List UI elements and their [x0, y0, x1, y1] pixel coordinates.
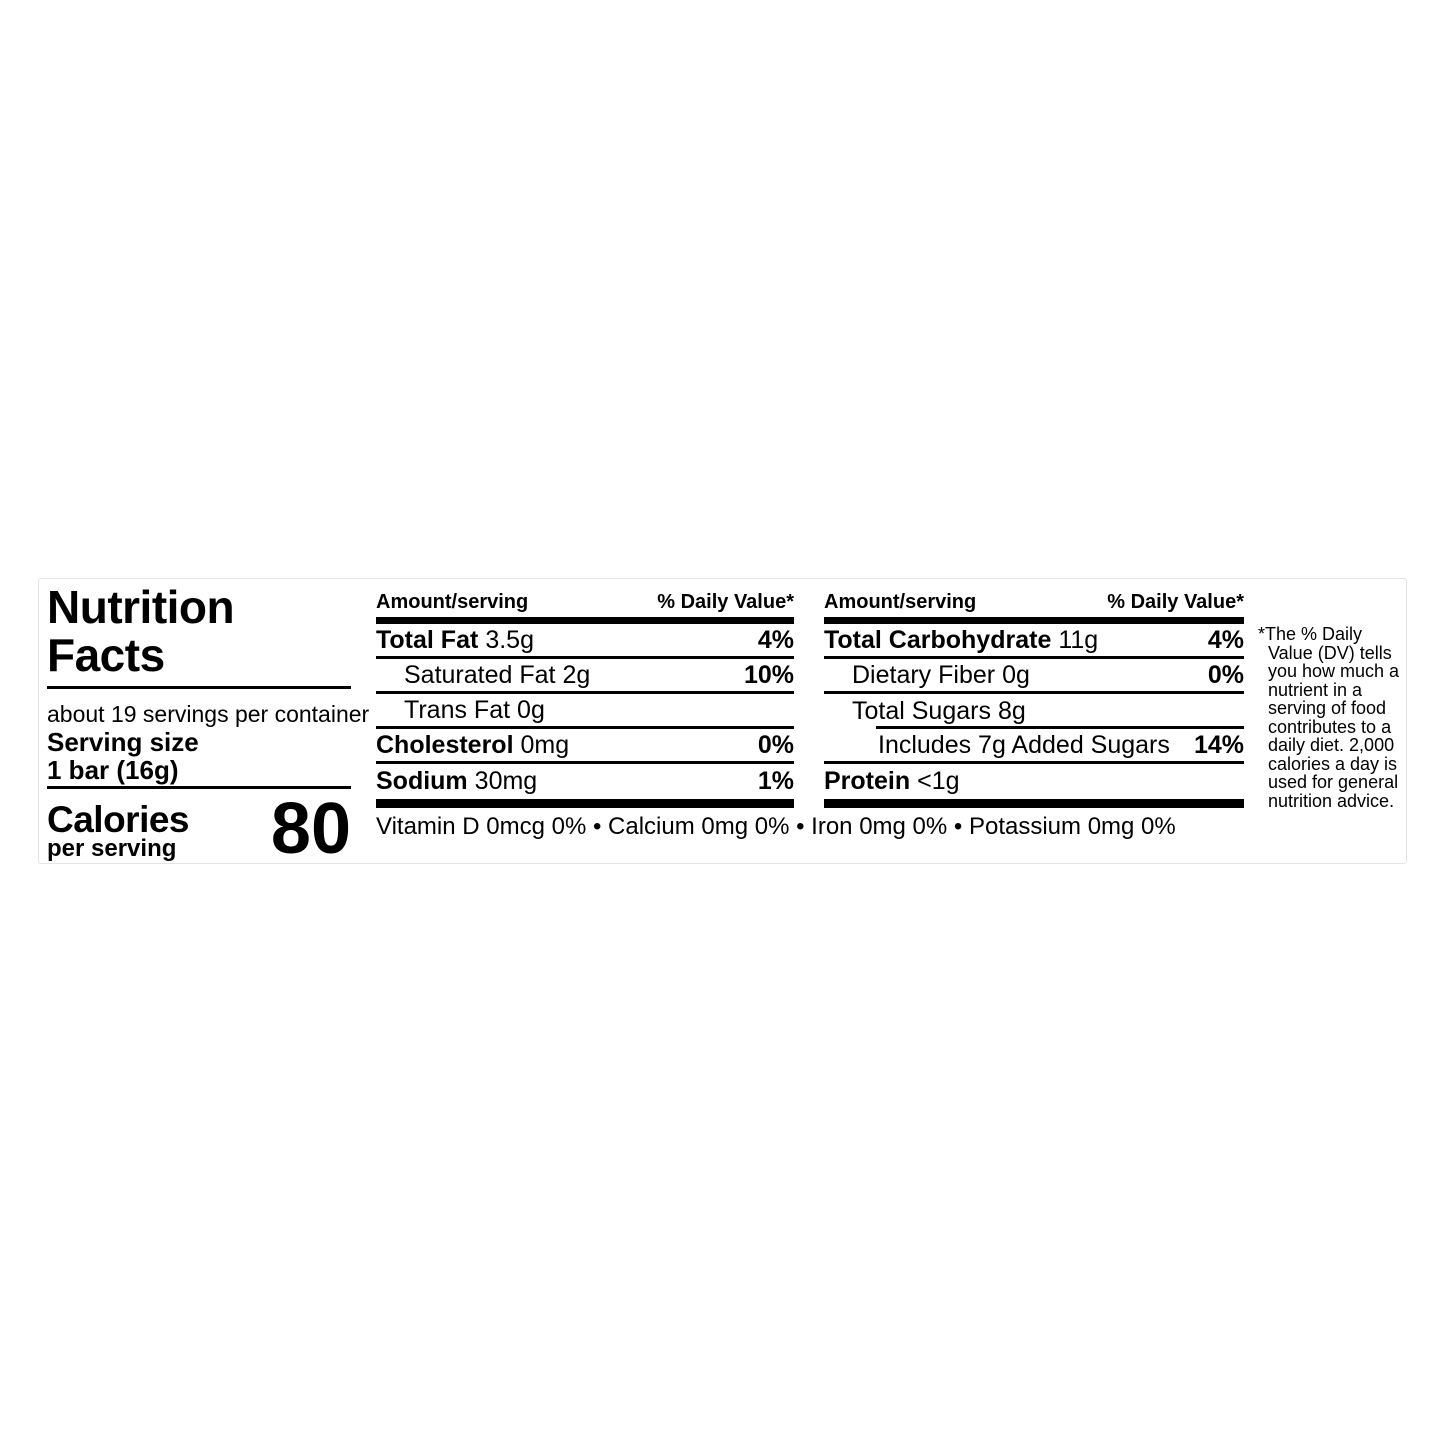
calories-label: Calories — [47, 799, 190, 840]
nutrient-row-total-carbohydrate: Total Carbohydrate 11g 4% — [824, 624, 1244, 659]
nutrient-row-dietary-fiber: Dietary Fiber 0g 0% — [824, 659, 1244, 694]
footnote-line: daily diet. 2,000 — [1268, 735, 1395, 755]
daily-value-header: % Daily Value* — [657, 591, 794, 613]
calories-value: 80 — [270, 789, 351, 869]
nutrition-column-2: Amount/serving % Daily Value* Total Carb… — [824, 591, 1244, 808]
nutrient-row-added-sugars: Includes 7g Added Sugars 14% — [824, 729, 1244, 764]
nutrient-name-amount: Total Fat 3.5g — [376, 625, 534, 654]
daily-value: 4% — [1207, 625, 1244, 654]
nutrition-facts-title: Nutrition Facts — [47, 581, 235, 681]
nutrient-row-total-sugars: Total Sugars 8g — [824, 694, 1244, 729]
daily-value-footnote: *The % Daily Value (DV) tells you how mu… — [1258, 625, 1410, 810]
footnote-line: *The % Daily — [1258, 624, 1363, 644]
nutrient-rows: Total Carbohydrate 11g 4% Dietary Fiber 0g… — [824, 624, 1244, 799]
thick-rule — [376, 617, 794, 624]
daily-value: 1% — [757, 767, 794, 795]
nutrition-facts-label: Nutrition Facts about 19 servings per co… — [38, 578, 1410, 865]
nutrition-facts-left-panel: Nutrition Facts about 19 servings per co… — [47, 581, 369, 865]
footnote-line: nutrient in a — [1268, 679, 1363, 700]
daily-value: 0% — [757, 730, 794, 759]
nutrient-name-amount: Cholesterol 0mg — [376, 730, 570, 759]
daily-value: 10% — [743, 660, 794, 689]
nutrient-name-amount: Dietary Fiber 0g — [852, 660, 1030, 689]
nutrient-name-amount: Protein <1g — [824, 767, 960, 795]
footnote-line: contributes to a — [1268, 716, 1392, 737]
nutrient-row-cholesterol: Cholesterol 0mg 0% — [376, 729, 794, 764]
divider — [47, 686, 351, 689]
nutrient-row-sodium: Sodium 30mg 1% — [376, 764, 794, 799]
divider — [47, 786, 351, 789]
nutrient-rows: Total Fat 3.5g 4% Saturated Fat 2g 10% Tra… — [376, 624, 794, 799]
serving-size-label: Serving size — [47, 727, 199, 757]
nutrient-row-saturated-fat: Saturated Fat 2g 10% — [376, 659, 794, 694]
footnote-line: Value (DV) tells — [1268, 642, 1392, 663]
footnote-line: used for general — [1268, 772, 1399, 792]
footnote-line: serving of food — [1268, 698, 1387, 718]
footnote-line: calories a day is — [1268, 753, 1398, 774]
nutrient-name-amount: Trans Fat 0g — [404, 695, 545, 724]
column-header: Amount/serving % Daily Value* — [376, 591, 794, 617]
footnote-line: nutrition advice. — [1268, 790, 1395, 811]
nutrient-row-protein: Protein <1g — [824, 764, 1244, 799]
amount-serving-header: Amount/serving — [824, 591, 977, 613]
serving-size-value: 1 bar (16g) — [47, 755, 179, 785]
nutrient-name-amount: Total Sugars 8g — [852, 697, 1026, 725]
footnote-line: you how much a — [1268, 661, 1400, 681]
thick-rule — [376, 799, 794, 808]
daily-value: 4% — [757, 625, 794, 654]
nutrient-name-amount: Includes 7g Added Sugars — [878, 730, 1170, 759]
servings-per-container: about 19 servings per container — [47, 701, 370, 727]
calories-sublabel: per serving — [47, 835, 177, 862]
daily-value: 14% — [1193, 730, 1244, 759]
thick-rule — [824, 617, 1244, 624]
daily-value-header: % Daily Value* — [1107, 591, 1244, 613]
nutrient-row-trans-fat: Trans Fat 0g — [376, 694, 794, 729]
amount-serving-header: Amount/serving — [376, 591, 529, 613]
nutrient-row-total-fat: Total Fat 3.5g 4% — [376, 624, 794, 659]
nutrition-column-1: Amount/serving % Daily Value* Total Fat 3… — [376, 591, 794, 808]
daily-value: 0% — [1207, 660, 1244, 689]
thick-rule — [824, 799, 1244, 808]
nutrient-name-amount: Total Carbohydrate 11g — [824, 625, 1099, 654]
nutrient-name-amount: Sodium 30mg — [376, 767, 538, 795]
column-header: Amount/serving % Daily Value* — [824, 591, 1244, 617]
nutrient-name-amount: Saturated Fat 2g — [404, 660, 591, 689]
micronutrient-line: Vitamin D 0mcg 0% • Calcium 0mg 0% • Iro… — [376, 813, 1176, 840]
